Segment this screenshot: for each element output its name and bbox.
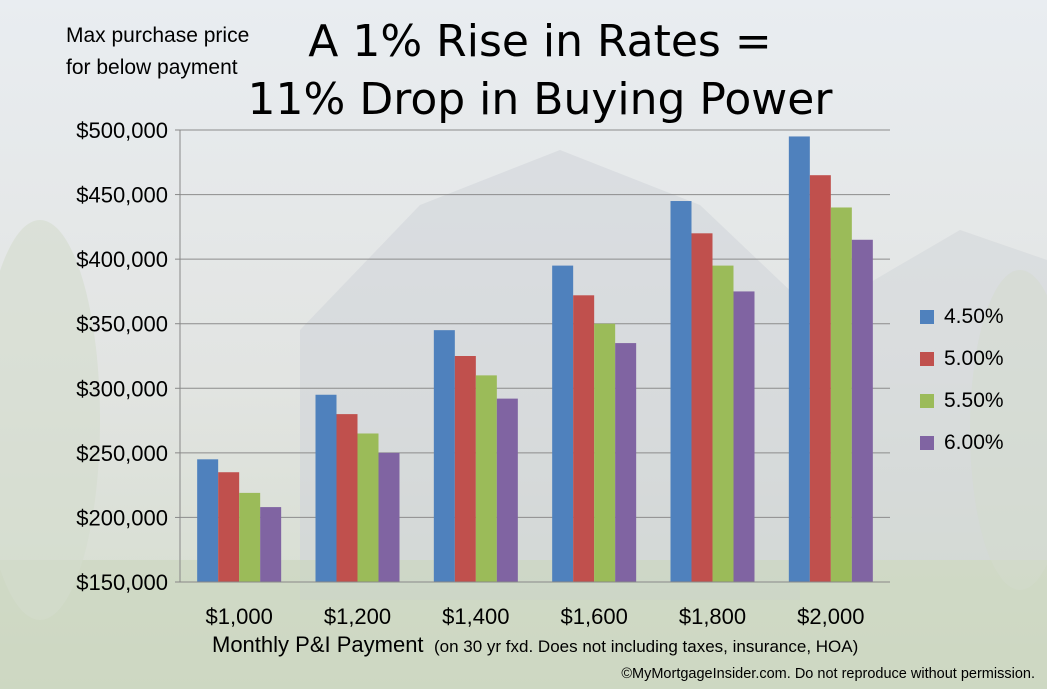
bar-550-5 [830, 207, 852, 582]
x-axis-note: (on 30 yr fxd. Does not including taxes,… [434, 637, 859, 656]
bar-500-5 [809, 175, 831, 582]
y-tick-label: $450,000 [76, 183, 168, 208]
bar-550-1 [357, 433, 379, 582]
legend-swatch [920, 436, 934, 450]
chart-title-line-1: A 1% Rise in Rates = [308, 16, 772, 67]
y-axis-ticks: $150,000 $200,000 $250,000 $300,000 $350,000… [76, 118, 180, 595]
y-tick-label: $500,000 [76, 118, 168, 143]
bar-550-4 [712, 265, 734, 582]
x-tick-label: $1,400 [442, 604, 509, 629]
bar-450-1 [315, 394, 337, 582]
bar-500-2 [454, 356, 476, 582]
y-tick-label: $350,000 [76, 312, 168, 337]
bar-450-3 [552, 265, 574, 582]
copyright-notice: ©MyMortgageInsider.com. Do not reproduce… [621, 666, 1035, 682]
legend-swatch [920, 352, 934, 366]
chart-title-line-2: 11% Drop in Buying Power [247, 74, 833, 125]
y-tick-label: $400,000 [76, 247, 168, 272]
x-tick-label: $1,600 [561, 604, 628, 629]
y-tick-label: $250,000 [76, 441, 168, 466]
bar-500-0 [218, 472, 240, 582]
bar-550-2 [475, 375, 497, 582]
bar-550-3 [594, 323, 616, 582]
x-tick-label: $1,800 [679, 604, 746, 629]
x-axis-ticks: $1,000 $1,200 $1,400 $1,600 $1,800 $2,000 [206, 604, 865, 629]
y-tick-label: $300,000 [76, 376, 168, 401]
bar-600-0 [260, 507, 282, 582]
legend-item: 5.50% [920, 380, 1004, 422]
bar-550-0 [239, 492, 261, 582]
x-axis-label: Monthly P&I Payment [212, 632, 424, 657]
legend-item: 6.00% [920, 422, 1004, 464]
bar-600-5 [851, 239, 873, 582]
legend-label: 5.00% [944, 347, 1004, 370]
y-tick-label: $200,000 [76, 505, 168, 530]
legend-label: 5.50% [944, 389, 1004, 412]
legend-item: 4.50% [920, 296, 1004, 338]
bar-500-4 [691, 233, 713, 583]
legend: 4.50% 5.00% 5.50% 6.00% [920, 296, 1004, 464]
bar-450-5 [788, 136, 810, 582]
legend-item: 5.00% [920, 338, 1004, 380]
legend-swatch [920, 394, 934, 408]
bar-600-3 [615, 343, 637, 582]
bar-600-1 [378, 452, 400, 582]
bar-450-2 [433, 330, 455, 582]
bar-600-4 [733, 291, 755, 582]
bar-450-0 [197, 459, 219, 582]
bar-450-4 [670, 201, 692, 582]
x-tick-label: $1,200 [324, 604, 391, 629]
x-axis-label-group: Monthly P&I Payment (on 30 yr fxd. Does … [212, 632, 858, 658]
y-tick-label: $150,000 [76, 570, 168, 595]
legend-label: 4.50% [944, 305, 1004, 328]
bar-600-2 [496, 398, 518, 582]
legend-label: 6.00% [944, 431, 1004, 454]
x-tick-label: $1,000 [206, 604, 273, 629]
x-tick-label: $2,000 [797, 604, 864, 629]
bar-500-1 [336, 414, 358, 582]
bar-500-3 [573, 295, 595, 582]
legend-swatch [920, 310, 934, 324]
bars [197, 136, 873, 583]
y-axis-label: Max purchase price for below payment [66, 24, 250, 79]
